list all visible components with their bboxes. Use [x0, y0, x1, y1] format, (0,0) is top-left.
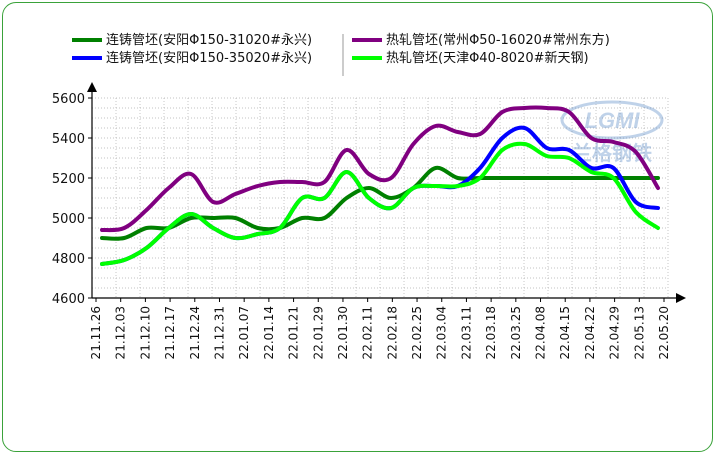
x-axis-arrow — [676, 293, 686, 303]
y-tick-label: 4800 — [52, 252, 85, 267]
x-tick-label: 21.12.17 — [163, 306, 177, 359]
legend-label: 连铸管坯(安阳Φ150-35020#永兴) — [106, 50, 312, 66]
legend: 连铸管坯(安阳Φ150-31020#永兴) 连铸管坯(安阳Φ150-35020#永… — [72, 32, 610, 76]
x-tick-label: 22.03.11 — [459, 306, 473, 359]
chart-frame — [2, 2, 713, 452]
axes — [87, 82, 686, 303]
y-tick-label: 5400 — [52, 132, 85, 147]
y-axis-ticks: 4600 4800 5000 5200 5400 5600 — [52, 92, 92, 307]
x-tick-label: 21.11.26 — [89, 306, 103, 359]
x-tick-label: 22.01.07 — [237, 306, 251, 359]
x-tick-label: 22.01.29 — [311, 306, 325, 359]
legend-label: 热轧管坯(天津Φ40-8020#新天钢) — [386, 50, 589, 66]
x-tick-label: 22.02.25 — [410, 306, 424, 359]
x-tick-label: 22.04.29 — [608, 306, 622, 359]
x-tick-label: 22.02.11 — [361, 306, 375, 359]
series-lines — [100, 105, 660, 266]
series-line-tianjin — [100, 141, 660, 266]
x-tick-label: 21.12.24 — [188, 306, 202, 359]
x-tick-label: 22.03.04 — [435, 306, 449, 359]
watermark-logo-ellipse — [560, 100, 664, 140]
y-tick-label: 5200 — [52, 172, 85, 187]
x-tick-label: 22.01.21 — [287, 306, 301, 359]
y-tick-label: 5000 — [52, 212, 85, 227]
x-tick-label: 22.05.20 — [657, 306, 671, 359]
x-tick-label: 22.01.14 — [262, 306, 276, 359]
x-tick-label: 22.03.25 — [509, 306, 523, 359]
legend-label: 热轧管坯(常州Φ50-16020#常州东方) — [386, 32, 610, 48]
x-tick-label: 21.12.03 — [114, 306, 128, 359]
series-line-anyang-31020 — [100, 165, 660, 241]
y-tick-label: 4600 — [52, 292, 85, 307]
x-axis-ticks: 21.11.26 21.12.03 21.12.10 21.12.17 21.12.24… — [89, 298, 671, 359]
watermark-logo-text: LGMI — [585, 108, 641, 133]
x-tick-label: 22.01.30 — [336, 306, 350, 359]
y-axis-arrow — [87, 82, 97, 92]
legend-label: 连铸管坯(安阳Φ150-31020#永兴) — [106, 32, 312, 48]
x-tick-label: 22.04.22 — [583, 306, 597, 359]
y-tick-label: 5600 — [52, 92, 85, 107]
x-tick-label: 21.12.10 — [138, 306, 152, 359]
x-tick-label: 22.04.15 — [558, 306, 572, 359]
x-tick-label: 21.12.31 — [212, 306, 226, 359]
series-line-changzhou — [100, 105, 660, 233]
x-tick-label: 22.04.08 — [534, 306, 548, 359]
watermark: LGMI 兰格钢铁 — [560, 100, 664, 165]
x-tick-label: 22.02.18 — [385, 306, 399, 359]
x-tick-label: 22.03.18 — [484, 306, 498, 359]
x-tick-label: 22.05.13 — [632, 306, 646, 359]
